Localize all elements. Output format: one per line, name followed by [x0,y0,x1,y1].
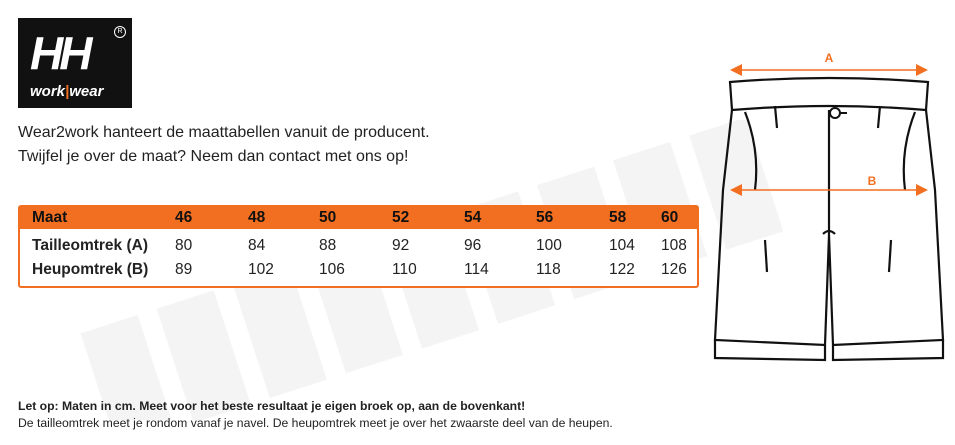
table-cell: 114 [464,261,489,278]
logo-subtitle: work|wear [30,83,103,100]
size-table-header: Maat 46 48 50 52 54 56 58 60 [20,207,697,229]
button-icon [829,107,841,119]
shorts-measurement-diagram: A B [713,51,945,362]
label-b: B [868,174,877,188]
table-cell: 126 [661,261,687,278]
table-cell: 104 [609,237,635,254]
size-header: 46 [175,209,193,226]
row-label: Tailleomtrek (A) [32,237,148,254]
size-header: 52 [392,209,410,226]
table-cell: 89 [175,261,193,278]
logo-brand: HH [30,27,92,79]
label-a: A [825,51,834,65]
table-cell: 80 [175,237,193,254]
size-header: 50 [319,209,337,226]
header-label: Maat [32,209,68,226]
logo-sub-right: wear [69,83,104,100]
logo-sub-separator: | [65,83,70,100]
table-cell: 118 [536,261,561,278]
row-label: Heupomtrek (B) [32,261,149,278]
intro-line-1: Wear2work hanteert de maattabellen vanui… [18,124,430,141]
table-cell: 100 [536,237,562,254]
table-cell: 102 [248,261,274,278]
table-cell: 108 [661,237,687,254]
intro-text: Wear2work hanteert de maattabellen vanui… [18,121,430,169]
table-cell: 84 [248,237,266,254]
table-cell: 88 [319,237,337,254]
measurement-notes: Let op: Maten in cm. Meet voor het beste… [18,398,613,432]
table-cell: 96 [464,237,482,254]
shorts-outline [713,76,945,362]
notes-bold: Let op: Maten in cm. Meet voor het beste… [18,399,526,413]
size-header: 58 [609,209,627,226]
intro-line-2: Twijfel je over de maat? Neem dan contac… [18,148,409,165]
notes-normal: De tailleomtrek meet je rondom vanaf je … [18,416,613,430]
table-row: Tailleomtrek (A) 80 84 88 92 96 100 104 … [20,235,697,259]
size-header: 56 [536,209,554,226]
table-cell: 106 [319,261,345,278]
table-cell: 122 [609,261,635,278]
helly-hansen-workwear-logo: HH R work|wear [18,18,132,108]
registered-icon: R [114,26,126,38]
size-header: 48 [248,209,266,226]
table-cell: 110 [392,261,417,278]
logo-sub-left: work [30,83,66,100]
size-header: 60 [661,209,679,226]
table-row: Heupomtrek (B) 89 102 106 110 114 118 12… [20,259,697,283]
size-table: Maat 46 48 50 52 54 56 58 60 Tailleomtre… [18,205,699,288]
table-cell: 92 [392,237,410,254]
size-header: 54 [464,209,482,226]
